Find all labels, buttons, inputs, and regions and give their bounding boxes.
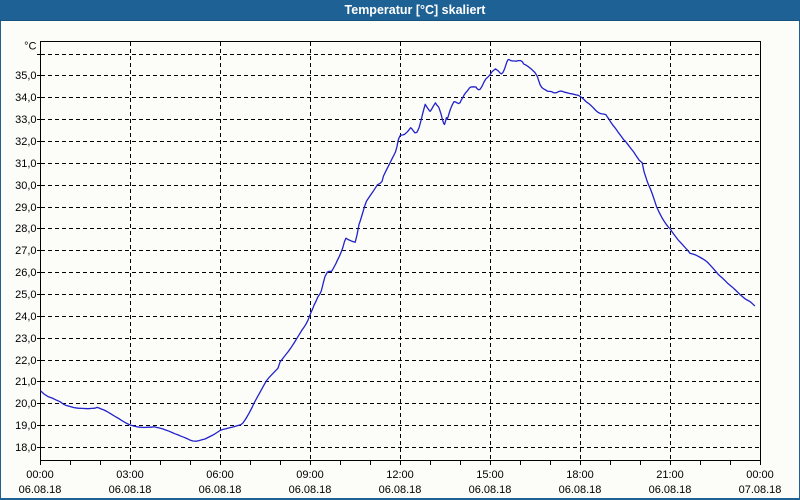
svg-text:19,0: 19,0: [15, 420, 36, 432]
svg-text:°C: °C: [24, 41, 36, 53]
svg-text:33,0: 33,0: [15, 114, 36, 126]
svg-text:18:00: 18:00: [566, 469, 594, 481]
svg-text:06.08.18: 06.08.18: [109, 484, 152, 496]
svg-text:25,0: 25,0: [15, 289, 36, 301]
svg-text:21:00: 21:00: [656, 469, 684, 481]
svg-text:32,0: 32,0: [15, 136, 36, 148]
svg-text:00:00: 00:00: [746, 469, 774, 481]
svg-text:35,0: 35,0: [15, 70, 36, 82]
svg-text:29,0: 29,0: [15, 202, 36, 214]
svg-text:06.08.18: 06.08.18: [289, 484, 332, 496]
svg-text:Temperatur [°C] skaliert: Temperatur [°C] skaliert: [345, 3, 487, 17]
svg-text:06.08.18: 06.08.18: [379, 484, 422, 496]
svg-text:06.08.18: 06.08.18: [559, 484, 602, 496]
svg-text:22,0: 22,0: [15, 355, 36, 367]
svg-text:20,0: 20,0: [15, 398, 36, 410]
svg-text:03:00: 03:00: [116, 469, 144, 481]
svg-text:06.08.18: 06.08.18: [469, 484, 512, 496]
svg-text:26,0: 26,0: [15, 267, 36, 279]
svg-text:06:00: 06:00: [206, 469, 234, 481]
svg-text:24,0: 24,0: [15, 311, 36, 323]
svg-text:07.08.18: 07.08.18: [739, 484, 782, 496]
svg-text:30,0: 30,0: [15, 180, 36, 192]
svg-text:18,0: 18,0: [15, 442, 36, 454]
svg-text:28,0: 28,0: [15, 223, 36, 235]
svg-text:27,0: 27,0: [15, 245, 36, 257]
svg-text:12:00: 12:00: [386, 469, 414, 481]
svg-text:23,0: 23,0: [15, 333, 36, 345]
svg-text:00:00: 00:00: [26, 469, 54, 481]
svg-text:06.08.18: 06.08.18: [649, 484, 692, 496]
svg-text:06.08.18: 06.08.18: [19, 484, 62, 496]
svg-text:31,0: 31,0: [15, 158, 36, 170]
svg-text:06.08.18: 06.08.18: [199, 484, 242, 496]
svg-text:15:00: 15:00: [476, 469, 504, 481]
svg-text:09:00: 09:00: [296, 469, 324, 481]
svg-text:34,0: 34,0: [15, 92, 36, 104]
svg-text:21,0: 21,0: [15, 376, 36, 388]
